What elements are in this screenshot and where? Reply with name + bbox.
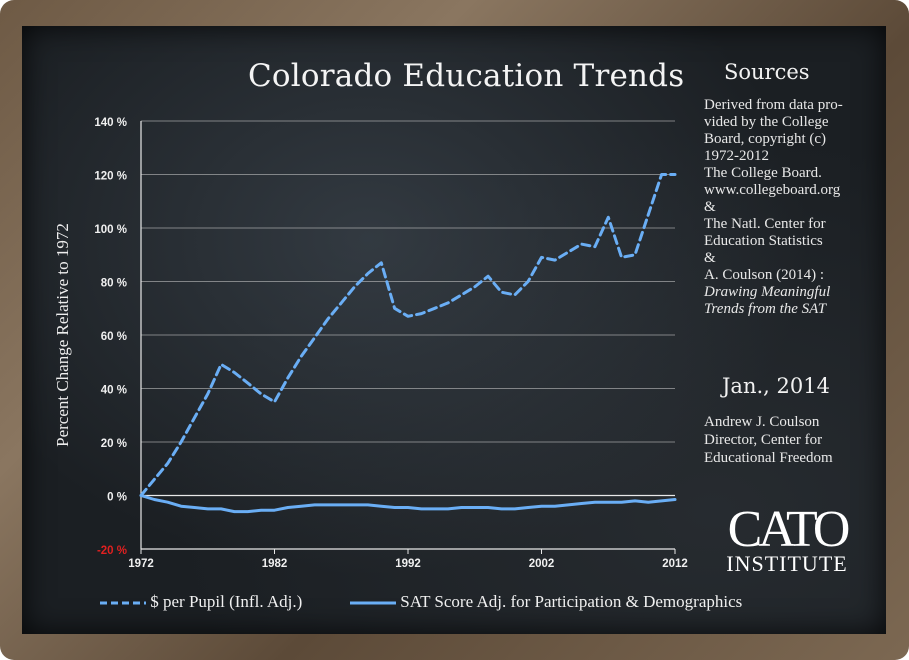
svg-text:CATO: CATO	[728, 501, 849, 558]
y-tick-labels: -20 % 0 % 20 % 40 % 60 % 80 % 100 % 120 % 140 %	[94, 117, 127, 557]
sources-line: &	[704, 250, 716, 266]
y-tick-label: -20 %	[97, 545, 127, 557]
series-line-dollars-per-pupil	[139, 173, 677, 497]
sources-line: www.collegeboard.org	[704, 182, 841, 198]
legend-swatch-solid	[350, 601, 396, 605]
sources-line: vided by the College	[704, 114, 829, 130]
series-lines	[139, 173, 677, 514]
y-tick-label: 60 %	[101, 331, 127, 343]
y-tick-label: 140 %	[94, 117, 127, 129]
x-tick-label: 1992	[395, 558, 421, 570]
sources-line: &	[704, 199, 716, 215]
x-tick-labels: 1972 1982 1992 2002 2012	[128, 558, 688, 570]
sources-line-italic: Drawing Meaningful	[704, 284, 831, 300]
sources-line: The College Board.	[704, 165, 822, 181]
chart-title: Colorado Education Trends	[248, 58, 685, 94]
legend-item-dollars-per-pupil: $ per Pupil (Infl. Adj.)	[100, 592, 302, 612]
author-role: Director, Center for	[704, 432, 823, 448]
sources-heading: Sources	[724, 60, 810, 84]
author-block: Andrew J. Coulson Director, Center for E…	[704, 413, 864, 467]
sources-line: Board, copyright (c)	[704, 131, 827, 147]
y-tick-label: 40 %	[101, 385, 127, 397]
author-name: Andrew J. Coulson	[704, 414, 820, 430]
sources-line: The Natl. Center for	[704, 216, 826, 232]
sources-text: Derived from data pro- vided by the Coll…	[704, 97, 864, 318]
sources-line: Derived from data pro-	[704, 97, 843, 113]
chart-legend: $ per Pupil (Infl. Adj.) SAT Score Adj. …	[100, 592, 800, 616]
x-tick-label: 1982	[262, 558, 288, 570]
axes	[140, 121, 676, 554]
legend-swatch-dashed	[100, 601, 146, 605]
x-tick-label: 1972	[128, 558, 154, 570]
y-axis-label: Percent Change Relative to 1972	[53, 223, 72, 447]
sources-line: 1972-2012	[704, 148, 769, 164]
legend-item-sat-score: SAT Score Adj. for Participation & Demog…	[350, 592, 742, 612]
svg-text:INSTITUTE: INSTITUTE	[726, 551, 847, 576]
cato-institute-logo: CATO INSTITUTE	[726, 501, 853, 576]
y-tick-label: 0 %	[107, 492, 127, 504]
author-role: Educational Freedom	[704, 450, 833, 466]
legend-label: SAT Score Adj. for Participation & Demog…	[400, 592, 743, 611]
series-line-sat-score	[139, 494, 677, 514]
y-tick-label: 100 %	[94, 224, 127, 236]
x-tick-label: 2012	[662, 558, 688, 570]
y-tick-label: 20 %	[101, 438, 127, 450]
chalkboard	[22, 26, 886, 634]
y-tick-label: 80 %	[101, 278, 127, 290]
gridlines	[141, 120, 675, 443]
legend-label: $ per Pupil (Infl. Adj.)	[150, 592, 303, 611]
sources-line: Education Statistics	[704, 233, 823, 249]
x-tick-label: 2002	[529, 558, 555, 570]
date-label: Jan., 2014	[722, 374, 830, 398]
sources-line-italic: Trends from the SAT	[704, 301, 827, 317]
y-tick-label: 120 %	[94, 171, 127, 183]
sources-line: A. Coulson (2014) :	[704, 267, 824, 283]
